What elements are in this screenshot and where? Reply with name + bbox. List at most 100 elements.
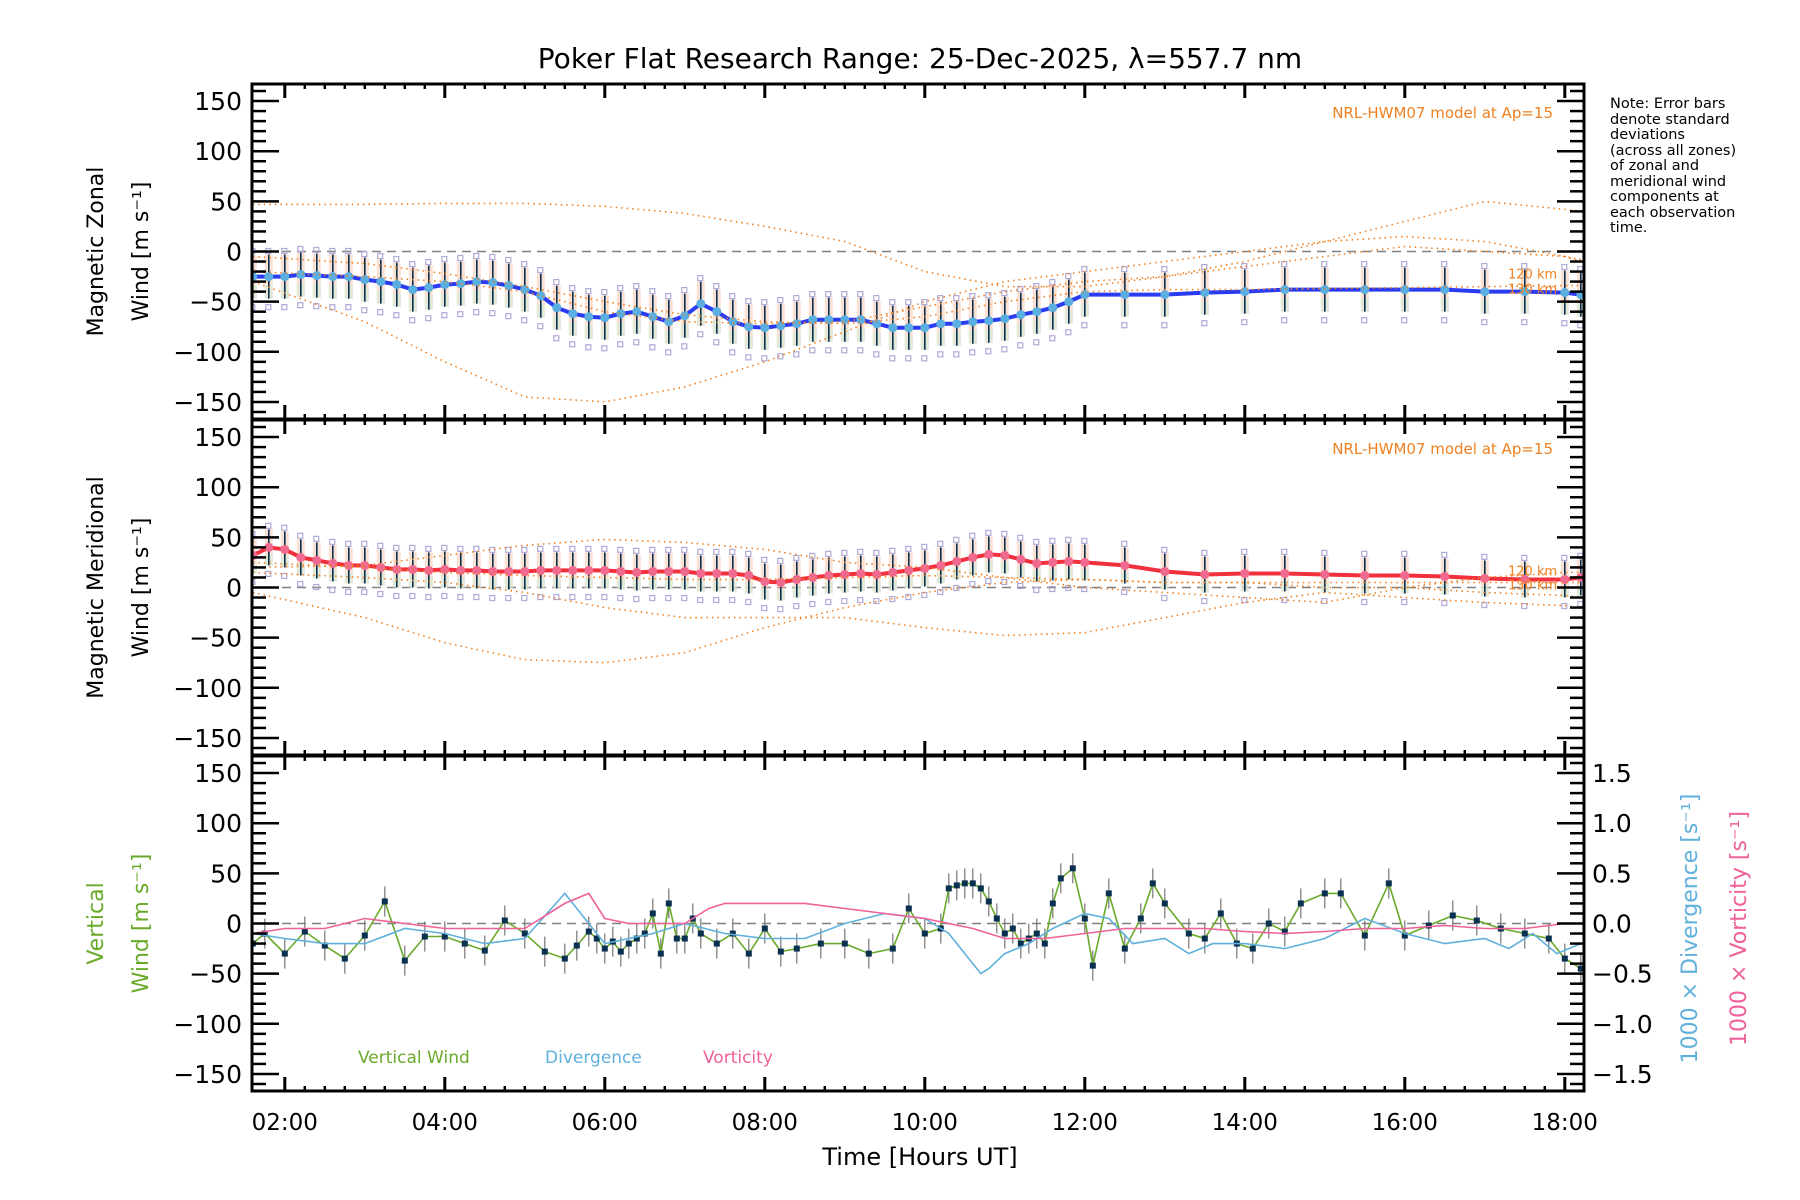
zone-point xyxy=(857,596,864,604)
y-tick-label: 50 xyxy=(210,859,242,888)
zone-point xyxy=(937,295,944,302)
zone-point xyxy=(361,307,368,314)
data-point xyxy=(680,566,690,576)
series-mean-zonal xyxy=(252,272,1582,330)
zone-point xyxy=(889,299,896,306)
data-point xyxy=(296,552,306,562)
data-point xyxy=(1160,566,1170,576)
zone-point xyxy=(713,596,720,604)
data-point xyxy=(1400,285,1410,295)
zone-point xyxy=(777,353,784,360)
zone-point xyxy=(1521,319,1528,326)
zone-point xyxy=(825,598,832,606)
zone-point xyxy=(1281,548,1288,555)
zone-point xyxy=(937,351,944,358)
data-point xyxy=(360,275,370,285)
data-point xyxy=(1321,890,1328,897)
data-point xyxy=(392,280,402,290)
zone-point xyxy=(601,545,608,552)
panel-vertical: 150 100 50 0 −50 −100 −150 Vertical Wind [m s⁻¹]… xyxy=(84,754,1752,1093)
data-point xyxy=(761,925,768,932)
data-point xyxy=(1017,940,1024,947)
data-point xyxy=(1480,573,1490,583)
data-point xyxy=(381,898,388,905)
zone-point xyxy=(1521,262,1528,270)
x-tick-label: 06:00 xyxy=(572,1110,638,1136)
zone-point xyxy=(713,282,720,290)
zone-point xyxy=(905,593,912,601)
data-point xyxy=(1265,920,1272,927)
zone-point xyxy=(1281,596,1288,604)
note-line: each observation xyxy=(1610,204,1736,221)
data-point xyxy=(697,930,704,937)
zone-point xyxy=(473,545,480,552)
zone-point xyxy=(857,291,864,298)
data-point xyxy=(865,950,872,957)
zone-point xyxy=(601,289,608,296)
data-point xyxy=(1297,900,1304,907)
data-point xyxy=(440,564,450,574)
zone-point xyxy=(1001,530,1008,537)
zone-point xyxy=(985,577,992,585)
data-point xyxy=(841,940,848,947)
zone-point xyxy=(889,595,896,603)
data-point xyxy=(1000,550,1010,560)
zone-point xyxy=(729,596,736,604)
zone-point xyxy=(937,540,944,547)
note-line: denote standard xyxy=(1610,111,1730,128)
data-point xyxy=(568,565,578,575)
zone-point xyxy=(537,593,544,601)
zone-point xyxy=(729,349,736,356)
data-point xyxy=(1069,865,1076,872)
zone-point xyxy=(457,311,464,318)
zone-point xyxy=(1321,549,1328,556)
y2-axis-label-vorticity: 1000 × Vorticity [s⁻¹] xyxy=(1727,811,1752,1046)
zone-point xyxy=(1017,534,1024,541)
data-point xyxy=(472,277,482,287)
zone-point xyxy=(329,538,336,545)
y2-tick-label: −0.5 xyxy=(1592,960,1653,989)
data-point xyxy=(1337,890,1344,897)
data-point xyxy=(536,565,546,575)
data-point xyxy=(952,319,962,329)
zone-point xyxy=(361,250,368,258)
zone-point xyxy=(1001,290,1008,297)
data-point xyxy=(456,565,466,575)
zone-point xyxy=(425,545,432,552)
zone-point xyxy=(441,592,448,600)
model-curve xyxy=(252,245,1581,325)
zone-point xyxy=(313,246,320,254)
zone-point xyxy=(1017,286,1024,293)
zone-point xyxy=(697,596,704,604)
data-point xyxy=(280,272,290,282)
data-point xyxy=(593,935,600,942)
x-tick-label: 12:00 xyxy=(1052,1110,1118,1136)
y-tick-label: 150 xyxy=(194,423,242,452)
zone-point xyxy=(633,282,640,290)
data-point xyxy=(617,948,624,955)
zone-point xyxy=(1441,599,1448,607)
legend-item: Vorticity xyxy=(703,1048,773,1068)
data-point xyxy=(408,564,418,574)
data-point xyxy=(1449,912,1456,919)
zone-point xyxy=(473,309,480,316)
zone-point xyxy=(953,295,960,302)
zone-point xyxy=(665,594,672,602)
zone-point xyxy=(681,594,688,602)
model-curve xyxy=(252,538,1581,604)
zone-point xyxy=(921,299,928,306)
x-tick-label: 08:00 xyxy=(732,1110,798,1136)
data-point xyxy=(1161,900,1168,907)
zone-point xyxy=(377,542,384,549)
data-point xyxy=(744,322,754,332)
data-point xyxy=(264,272,274,282)
data-point xyxy=(1041,940,1048,947)
y-tick-label: 100 xyxy=(194,473,242,502)
zone-point xyxy=(729,548,736,555)
zone-point xyxy=(761,556,768,564)
data-point xyxy=(1280,285,1290,295)
data-point xyxy=(760,576,770,586)
data-point xyxy=(936,319,946,329)
zone-point xyxy=(1049,335,1056,342)
note-line: of zonal and xyxy=(1610,158,1700,174)
